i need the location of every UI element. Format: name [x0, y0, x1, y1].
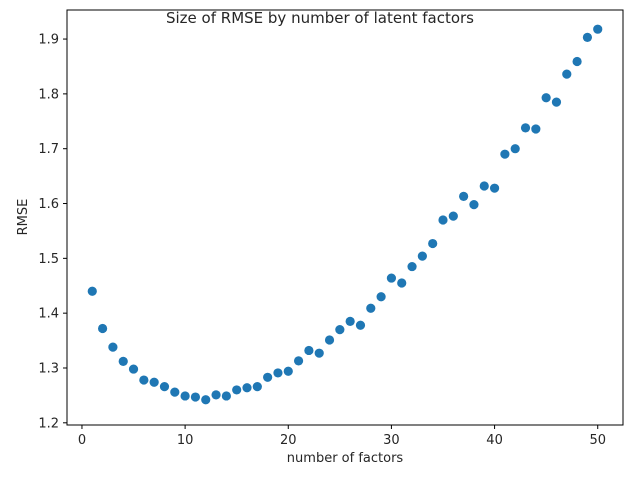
data-point: [108, 342, 118, 352]
chart-title: Size of RMSE by number of latent factors: [166, 9, 474, 27]
x-tick-label: 40: [486, 433, 503, 448]
data-point: [345, 316, 355, 326]
data-point: [448, 211, 458, 221]
x-tick-label: 0: [78, 433, 86, 448]
data-point: [139, 375, 149, 385]
data-point: [593, 24, 603, 34]
y-axis-ticks: 1.2 1.3 1.4 1.5 1.6 1.7 1.8 1.9: [38, 33, 67, 431]
data-point: [273, 368, 283, 378]
data-point: [531, 124, 541, 134]
data-point: [211, 390, 221, 400]
data-point: [407, 261, 417, 272]
data-point: [335, 325, 345, 335]
data-point: [438, 215, 448, 225]
data-point: [397, 278, 407, 288]
data-point: [87, 286, 97, 296]
data-point: [500, 149, 510, 159]
data-point: [386, 273, 397, 283]
data-point: [170, 387, 180, 397]
x-axis-ticks: 0 10 20 30 40 50: [78, 425, 606, 448]
y-axis-label: RMSE: [16, 199, 31, 236]
x-axis-label: number of factors: [287, 451, 404, 466]
data-point: [128, 364, 139, 374]
data-point: [355, 320, 366, 330]
data-point: [572, 56, 582, 67]
data-point: [221, 391, 231, 401]
data-point: [201, 395, 211, 405]
data-point: [459, 191, 469, 201]
data-point: [366, 303, 376, 313]
data-point: [541, 93, 551, 103]
data-point: [510, 144, 520, 154]
y-tick-label: 1.6: [38, 197, 59, 212]
data-point: [582, 32, 593, 43]
x-tick-label: 10: [177, 433, 194, 448]
data-point: [252, 382, 262, 392]
data-point: [263, 372, 273, 382]
data-point: [417, 251, 427, 261]
data-points: [87, 24, 603, 405]
x-tick-label: 50: [589, 433, 606, 448]
data-point: [551, 97, 562, 107]
data-point: [180, 391, 190, 401]
data-point: [159, 382, 170, 392]
axes-frame: [66, 9, 624, 426]
data-point: [520, 123, 531, 133]
x-tick-label: 20: [280, 433, 297, 448]
data-point: [293, 356, 304, 366]
data-point: [149, 377, 159, 387]
y-tick-label: 1.9: [38, 33, 59, 48]
data-point: [562, 69, 572, 79]
y-tick-label: 1.7: [38, 142, 59, 157]
data-point: [190, 392, 201, 402]
data-point: [479, 181, 489, 191]
y-tick-label: 1.8: [38, 87, 59, 102]
y-tick-label: 1.3: [38, 361, 59, 376]
data-point: [232, 385, 242, 395]
x-tick-label: 30: [383, 433, 400, 448]
data-point: [324, 335, 335, 345]
data-point: [376, 292, 386, 302]
y-tick-label: 1.4: [38, 307, 59, 322]
data-point: [469, 200, 479, 210]
data-point: [428, 238, 438, 249]
data-point: [314, 348, 324, 358]
data-point: [489, 183, 500, 193]
data-point: [118, 356, 128, 367]
data-point: [242, 383, 252, 393]
y-tick-label: 1.2: [38, 416, 59, 431]
data-point: [97, 323, 108, 334]
data-point: [304, 345, 314, 356]
data-point: [283, 366, 293, 376]
y-tick-label: 1.5: [38, 252, 59, 267]
